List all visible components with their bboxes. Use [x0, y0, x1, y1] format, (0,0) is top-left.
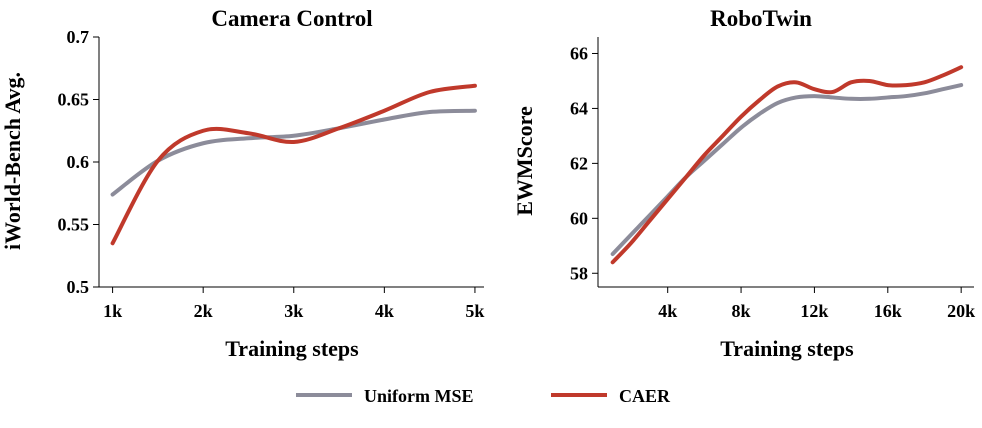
x-tick-label: 3k: [284, 301, 303, 321]
y-tick-label: 64: [570, 98, 588, 118]
series-line-caer: [610, 65, 964, 265]
y-tick-label: 60: [570, 208, 588, 228]
x-tick-label: 2k: [194, 301, 213, 321]
x-tick-label: 8k: [732, 301, 751, 321]
x-tick-label: 1k: [103, 301, 122, 321]
y-tick-label: 58: [570, 263, 588, 283]
chart-title: Camera Control: [211, 6, 372, 31]
series-line-uniform-mse: [110, 108, 477, 197]
chart-camera-control: Camera Control Training steps iWorld-Ben…: [0, 6, 484, 361]
chart-robotwin: RoboTwin Training steps EWMScore 58 60 62 6…: [512, 6, 975, 361]
y-tick-label: 66: [570, 43, 588, 63]
chart-title: RoboTwin: [710, 6, 812, 31]
x-tick-label: 5k: [465, 301, 484, 321]
y-tick-label: 0.7: [67, 27, 90, 47]
x-axis-label: Training steps: [225, 336, 359, 361]
x-tick-label: 4k: [658, 301, 677, 321]
series-line-uniform-mse: [610, 83, 964, 257]
y-tick-label: 62: [570, 153, 588, 173]
x-tick-label: 20k: [947, 301, 975, 321]
y-tick-label: 0.65: [58, 90, 90, 110]
y-axis-label: iWorld-Bench Avg.: [0, 72, 25, 250]
x-tick-label: 12k: [800, 301, 828, 321]
x-tick-label: 4k: [375, 301, 394, 321]
x-axis-label: Training steps: [720, 336, 854, 361]
legend-label-uniform-mse: Uniform MSE: [364, 386, 474, 406]
legend: Uniform MSE CAER: [296, 386, 671, 406]
y-tick-label: 0.6: [67, 152, 90, 172]
y-tick-label: 0.55: [58, 215, 90, 235]
y-axis-label: EWMScore: [512, 106, 537, 216]
x-tick-label: 16k: [874, 301, 902, 321]
series-line-caer: [110, 83, 477, 246]
y-tick-label: 0.5: [67, 277, 90, 297]
legend-label-caer: CAER: [619, 386, 671, 406]
